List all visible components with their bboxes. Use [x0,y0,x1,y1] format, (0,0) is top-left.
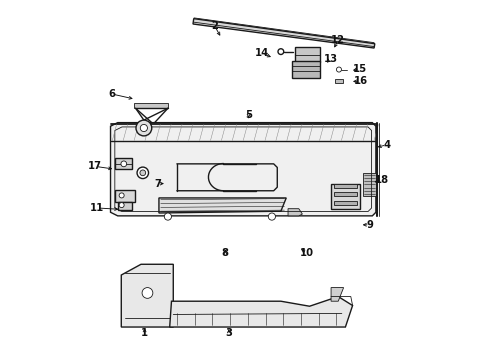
Polygon shape [159,198,286,213]
Circle shape [140,170,146,176]
Text: 18: 18 [375,175,389,185]
Text: 17: 17 [88,161,102,171]
Polygon shape [193,19,375,48]
Circle shape [121,161,126,167]
Polygon shape [334,192,357,197]
Polygon shape [331,184,360,209]
Text: 4: 4 [383,140,390,150]
Text: 1: 1 [141,328,148,338]
Text: 14: 14 [255,48,270,58]
Polygon shape [111,123,376,216]
Text: 16: 16 [353,76,368,86]
Circle shape [278,49,284,54]
Circle shape [269,213,275,220]
Circle shape [337,67,342,72]
Polygon shape [295,47,320,62]
Polygon shape [288,209,302,216]
Text: 9: 9 [367,220,373,230]
Text: 6: 6 [108,89,115,99]
Text: 10: 10 [300,248,314,258]
Polygon shape [334,201,357,205]
Circle shape [142,288,153,298]
Text: 2: 2 [211,21,218,31]
Circle shape [164,213,171,220]
Polygon shape [115,190,135,202]
Polygon shape [293,61,319,78]
Polygon shape [364,173,376,196]
Polygon shape [335,79,343,83]
Circle shape [137,167,148,179]
Text: 3: 3 [225,328,232,338]
Polygon shape [115,158,132,169]
Polygon shape [118,202,132,211]
Polygon shape [134,103,168,108]
Polygon shape [334,184,357,188]
Text: 15: 15 [353,64,367,74]
Polygon shape [331,288,343,301]
Text: 12: 12 [331,35,345,45]
Polygon shape [122,264,173,327]
Polygon shape [170,297,353,327]
Text: 5: 5 [245,110,252,120]
Circle shape [119,193,124,198]
Circle shape [136,120,152,136]
Text: 8: 8 [222,248,229,258]
Circle shape [140,125,147,132]
Text: 13: 13 [324,54,338,64]
Text: 7: 7 [155,179,162,189]
Text: 11: 11 [90,203,104,213]
Circle shape [119,203,124,208]
